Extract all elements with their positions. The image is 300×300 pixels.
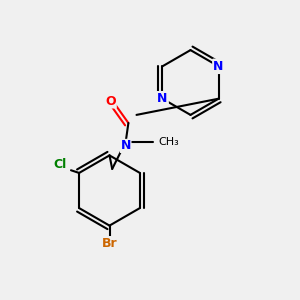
Text: O: O xyxy=(106,95,116,108)
Text: CH₃: CH₃ xyxy=(158,137,179,147)
Text: Cl: Cl xyxy=(54,158,67,171)
Text: N: N xyxy=(157,92,168,105)
Text: N: N xyxy=(213,60,224,73)
Text: N: N xyxy=(121,140,131,152)
Text: Br: Br xyxy=(102,237,117,250)
